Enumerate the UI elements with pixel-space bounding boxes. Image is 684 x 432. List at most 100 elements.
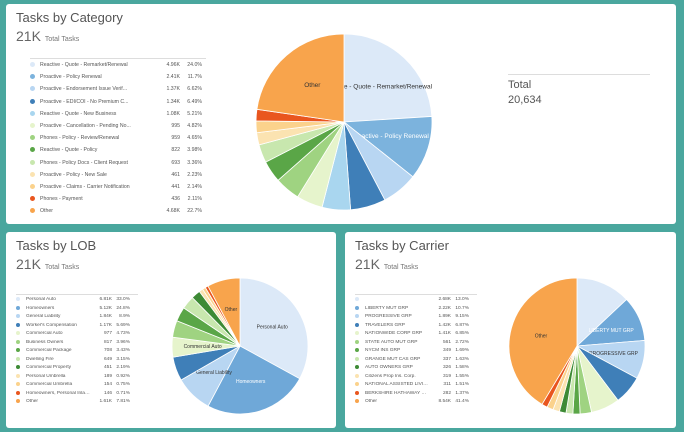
- legend-label: Personal Auto: [26, 297, 56, 302]
- legend-row[interactable]: Phones - Payment 436 2.11%: [30, 193, 206, 205]
- legend-color-dot: [30, 135, 35, 141]
- legend-color-dot: [355, 373, 359, 378]
- legend-count: 1.84K: [99, 314, 112, 319]
- legend-row[interactable]: NYCM INS GRP 349 1.69%: [355, 346, 477, 355]
- legend-color-dot: [355, 348, 359, 352]
- legend-percent: 7.81%: [116, 399, 130, 404]
- legend-count: 436: [171, 196, 180, 203]
- legend-percent: 2.72%: [455, 339, 469, 345]
- total-label: Total: [508, 79, 532, 91]
- legend-row[interactable]: Commercial Property 451 2.19%: [16, 363, 138, 372]
- legend-count: 693: [171, 159, 180, 166]
- legend-label: NATIONAL ASSISTED LIVING RRG...: [365, 382, 429, 387]
- legend-row[interactable]: BERKSHIRE HATHAWAY GRP 282 1.37%: [355, 389, 477, 398]
- legend-row[interactable]: GRANGE MUT CAS GRP 337 1.63%: [355, 355, 477, 364]
- carrier-legend: 2.68K 13.0% LIBERTY MUT GRP 2.22K 10.7% PROGR…: [355, 294, 477, 406]
- legend-color-dot: [355, 339, 359, 344]
- pie-slice[interactable]: [343, 33, 433, 123]
- legend-count: 154: [103, 382, 112, 387]
- legend-label: Other: [365, 399, 377, 404]
- legend-color-dot: [355, 314, 359, 318]
- legend-row[interactable]: Phones - Policy Docs - Client Request 693…: [30, 157, 206, 169]
- legend-count: 451: [103, 365, 112, 370]
- legend-row[interactable]: NATIONWIDE CORP GRP 1.41K 6.85%: [355, 329, 477, 338]
- legend-row[interactable]: Proactive - Endorsement Issue Verif... 1.…: [30, 83, 206, 95]
- legend-row[interactable]: Proactive - Policy Renewal 2.41K 11.7%: [30, 71, 206, 83]
- legend-color-dot: [30, 196, 35, 202]
- legend-row[interactable]: Commercial Auto 977 4.73%: [16, 329, 138, 338]
- legend-row[interactable]: TRAVELERS GRP 1.42K 6.87%: [355, 321, 477, 330]
- legend-row[interactable]: Worker's Compensation 1.17K 5.69%: [16, 321, 138, 330]
- pie-slice[interactable]: [207, 277, 241, 347]
- pie-slice-label: Homeowners: [236, 379, 266, 385]
- legend-row[interactable]: Proactive - Policy - New Sale 461 2.23%: [30, 169, 206, 181]
- legend-percent: 1.55%: [455, 373, 469, 379]
- pie-slice[interactable]: [342, 116, 433, 178]
- pie-slice[interactable]: [256, 33, 345, 123]
- legend-color-dot: [355, 382, 359, 386]
- legend-percent: 0.71%: [116, 390, 130, 396]
- legend-color-dot: [16, 365, 20, 369]
- legend-row[interactable]: General Liability 1.84K 8.9%: [16, 312, 138, 321]
- legend-row[interactable]: Proactive - EDI/COI - No Premium C... 1.3…: [30, 96, 206, 108]
- legend-color-dot: [16, 322, 20, 327]
- legend-count: 6.81K: [99, 297, 112, 302]
- legend-row[interactable]: Proactive - Claims - Carrier Notificatio…: [30, 181, 206, 193]
- pie-slice[interactable]: [576, 277, 628, 347]
- legend-row[interactable]: Reactive - Quote - Remarket/Renewal 4.96K…: [30, 59, 206, 71]
- legend-count: 1.41K: [438, 331, 451, 336]
- legend-row[interactable]: STATE AUTO MUT GRP 561 2.72%: [355, 338, 477, 347]
- legend-percent: 33.0%: [116, 297, 130, 302]
- legend-label: AUTO OWNERS GRP: [365, 365, 413, 370]
- legend-label: Reactive - Quote - Policy: [40, 147, 98, 154]
- legend-row[interactable]: Other 4.68K 22.7%: [30, 205, 206, 217]
- legend-percent: 6.62%: [187, 86, 202, 93]
- legend-row[interactable]: Personal Auto 6.81K 33.0%: [16, 295, 138, 304]
- legend-percent: 0.75%: [116, 382, 130, 387]
- legend-percent: 2.14%: [187, 183, 202, 190]
- legend-row[interactable]: Phones - Policy - Review/Renewal 959 4.65%: [30, 132, 206, 144]
- legend-label: STATE AUTO MUT GRP: [365, 339, 418, 345]
- legend-row[interactable]: LIBERTY MUT GRP 2.22K 10.7%: [355, 304, 477, 313]
- legend-color-dot: [30, 122, 35, 128]
- legend-row[interactable]: Commercial Package 708 3.43%: [16, 346, 138, 355]
- legend-color-dot: [355, 390, 359, 395]
- legend-label: Proactive - Policy Renewal: [40, 74, 102, 81]
- legend-row[interactable]: Dwelling Fire 649 3.15%: [16, 355, 138, 364]
- legend-row[interactable]: AUTO OWNERS GRP 326 1.58%: [355, 363, 477, 372]
- pie-slice[interactable]: [239, 277, 309, 380]
- legend-label: Phones - Payment: [40, 196, 83, 203]
- legend-row[interactable]: Other 1.61K 7.81%: [16, 397, 138, 406]
- legend-color-dot: [30, 208, 35, 214]
- legend-percent: 9.15%: [455, 314, 469, 319]
- legend-row[interactable]: Homeowners, Personal Inland M... 146 0.71%: [16, 389, 138, 398]
- pie-slice-label: Personal Auto: [257, 324, 288, 330]
- legend-row[interactable]: NATIONAL ASSISTED LIVING RRG... 311 1.51%: [355, 380, 477, 389]
- legend-count: 822: [171, 147, 180, 154]
- pie-slice[interactable]: [508, 277, 578, 405]
- legend-row[interactable]: Commercial Umbrella 154 0.75%: [16, 380, 138, 389]
- legend-color-dot: [30, 98, 35, 104]
- legend-percent: 6.85%: [455, 331, 469, 336]
- legend-row[interactable]: Proactive - Cancellation - Pending No...…: [30, 120, 206, 132]
- legend-color-dot: [30, 159, 35, 165]
- legend-percent: 3.15%: [116, 356, 130, 362]
- legend-color-dot: [30, 62, 35, 67]
- legend-row[interactable]: Business Owners 817 3.96%: [16, 338, 138, 347]
- pie-slice-label: Reactive - Quote - Remarket/Renewal: [322, 83, 432, 90]
- legend-percent: 1.37%: [455, 390, 469, 396]
- legend-row[interactable]: Personal Umbrella 189 0.92%: [16, 372, 138, 381]
- legend-row[interactable]: Citizens Prop Ins. Corp. 319 1.55%: [355, 372, 477, 381]
- legend-label: General Liability: [26, 314, 61, 319]
- legend-row[interactable]: 2.68K 13.0%: [355, 295, 477, 304]
- legend-percent: 1.58%: [455, 365, 469, 370]
- legend-count: 959: [171, 135, 180, 142]
- legend-label: Citizens Prop Ins. Corp.: [365, 373, 416, 379]
- legend-row[interactable]: Homeowners 5.12K 24.8%: [16, 304, 138, 313]
- legend-color-dot: [355, 297, 359, 301]
- legend-row[interactable]: PROGRESSIVE GRP 1.89K 9.15%: [355, 312, 477, 321]
- legend-row[interactable]: Other 8.54K 41.4%: [355, 397, 477, 406]
- legend-row[interactable]: Reactive - Quote - New Business 1.08K 5.21…: [30, 108, 206, 120]
- legend-row[interactable]: Reactive - Quote - Policy 822 3.98%: [30, 144, 206, 156]
- tasks-by-carrier-card: Tasks by Carrier 21K Total Tasks 2.68K 13…: [345, 232, 676, 428]
